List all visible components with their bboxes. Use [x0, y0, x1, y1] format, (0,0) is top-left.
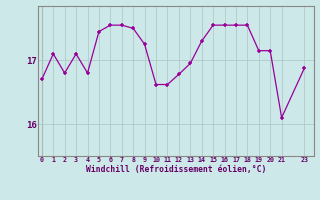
X-axis label: Windchill (Refroidissement éolien,°C): Windchill (Refroidissement éolien,°C)	[86, 165, 266, 174]
